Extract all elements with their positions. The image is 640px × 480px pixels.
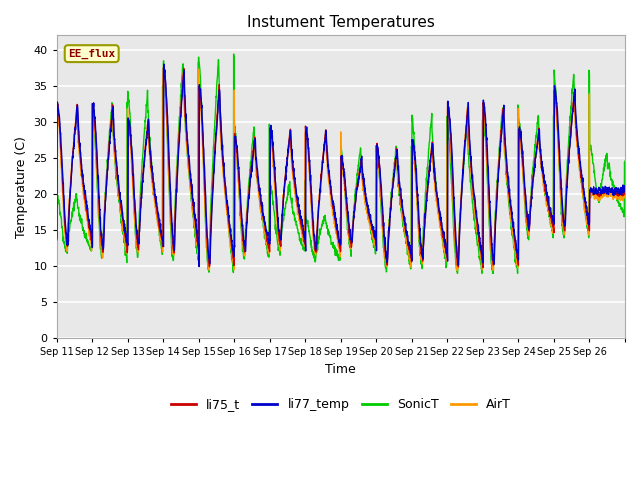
- AirT: [621, 192, 629, 198]
- SonicT: [513, 264, 520, 270]
- li77_temp: [513, 246, 520, 252]
- li77_temp: [160, 61, 168, 67]
- AirT: [53, 106, 61, 111]
- li77_temp: [621, 187, 629, 193]
- li75_t: [109, 124, 117, 130]
- AirT: [109, 134, 117, 140]
- SonicT: [53, 188, 61, 194]
- SonicT: [621, 158, 629, 164]
- li77_temp: [53, 237, 61, 243]
- li75_t: [160, 65, 168, 71]
- Legend: li75_t, li77_temp, SonicT, AirT: li75_t, li77_temp, SonicT, AirT: [166, 393, 516, 416]
- SonicT: [232, 143, 240, 148]
- li75_t: [513, 247, 520, 253]
- li77_temp: [614, 187, 621, 192]
- li77_temp: [545, 193, 552, 199]
- SonicT: [545, 208, 552, 214]
- AirT: [232, 149, 240, 155]
- AirT: [545, 207, 552, 213]
- Line: SonicT: SonicT: [57, 54, 625, 273]
- AirT: [453, 268, 461, 274]
- li77_temp: [376, 162, 383, 168]
- AirT: [195, 67, 202, 72]
- li75_t: [53, 101, 61, 107]
- li75_t: [545, 202, 552, 208]
- SonicT: [230, 51, 237, 57]
- li75_t: [614, 190, 621, 196]
- SonicT: [454, 270, 461, 276]
- Text: EE_flux: EE_flux: [68, 48, 115, 59]
- li75_t: [232, 142, 240, 147]
- li77_temp: [233, 144, 241, 150]
- AirT: [376, 170, 383, 176]
- Line: li75_t: li75_t: [57, 68, 625, 268]
- SonicT: [614, 194, 621, 200]
- AirT: [513, 255, 520, 261]
- li75_t: [621, 186, 629, 192]
- Line: li77_temp: li77_temp: [57, 64, 625, 266]
- Line: AirT: AirT: [57, 70, 625, 271]
- SonicT: [376, 172, 383, 178]
- li77_temp: [195, 264, 203, 269]
- li75_t: [479, 265, 486, 271]
- X-axis label: Time: Time: [326, 363, 356, 376]
- li77_temp: [109, 116, 117, 122]
- Y-axis label: Temperature (C): Temperature (C): [15, 136, 28, 238]
- AirT: [614, 193, 621, 199]
- SonicT: [109, 133, 117, 139]
- Title: Instument Temperatures: Instument Temperatures: [247, 15, 435, 30]
- li75_t: [376, 165, 383, 170]
